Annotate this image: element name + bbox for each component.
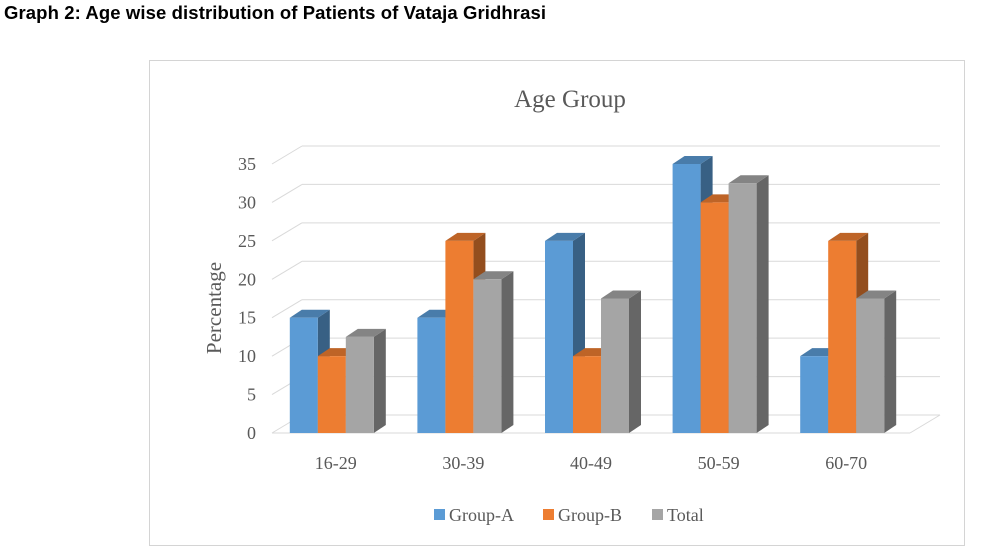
bar-top [601, 290, 641, 299]
bar-front [573, 356, 601, 433]
y-tick-label: 0 [247, 423, 256, 443]
bar [856, 290, 897, 433]
y-tick-label: 30 [238, 192, 256, 212]
bar-side [501, 271, 514, 433]
gridline-depth [271, 260, 303, 280]
y-axis-label: Percentage [202, 262, 226, 354]
bar-top [728, 175, 769, 184]
bar-front [672, 164, 701, 433]
page-heading: Graph 2: Age wise distribution of Patien… [4, 2, 547, 23]
x-tick-label: 60-70 [825, 453, 867, 473]
bar-side [884, 290, 897, 433]
legend-swatch [652, 509, 663, 520]
bar-top [828, 232, 869, 241]
bar-top [473, 271, 514, 280]
bar-side [629, 290, 641, 433]
legend-item: Group-A [434, 505, 514, 525]
bar-front [445, 240, 474, 433]
bar [601, 290, 641, 433]
legend: Group-A Group-B Total [434, 505, 704, 525]
y-tick-label: 10 [238, 346, 256, 366]
legend-label: Group-B [558, 505, 622, 525]
x-tick-label: 30-39 [442, 453, 484, 473]
bar-top [856, 290, 897, 299]
x-tick-labels: 16-29 30-39 40-49 50-59 60-70 [315, 453, 867, 473]
bar-front [856, 298, 885, 433]
legend-item: Total [652, 505, 704, 525]
chart-frame: Age Group Percentage 0 5 10 15 20 25 30 35 16-2… [149, 60, 965, 546]
legend-item: Group-B [543, 505, 622, 525]
chart-svg: Age Group Percentage 0 5 10 15 20 25 30 35 16-2… [202, 86, 941, 525]
y-tick-label: 25 [238, 231, 256, 251]
bar-front [601, 298, 629, 433]
x-tick-label: 50-59 [698, 453, 740, 473]
y-tick-label: 35 [238, 154, 256, 174]
bar-front [828, 240, 857, 433]
legend-label: Group-A [449, 505, 514, 525]
chart-title: Age Group [514, 86, 626, 113]
bar-top [445, 232, 486, 241]
y-tick-labels: 0 5 10 15 20 25 30 35 [238, 154, 256, 443]
x-tick-label: 16-29 [315, 453, 357, 473]
bar-side [373, 328, 386, 433]
gridline-depth [271, 222, 303, 242]
gridline-depth [271, 183, 303, 203]
bar [345, 328, 386, 433]
y-tick-label: 20 [238, 269, 256, 289]
bar-top [672, 156, 713, 164]
bar-front [545, 240, 573, 433]
legend-swatch [543, 509, 554, 520]
x-tick-label: 40-49 [570, 453, 612, 473]
bar-top [289, 309, 330, 318]
y-tick-label: 15 [238, 308, 256, 328]
y-tick-label: 5 [247, 385, 256, 405]
floor-edge [909, 414, 941, 434]
bar-front [417, 317, 446, 433]
legend-label: Total [667, 505, 704, 525]
bars [289, 156, 897, 433]
bar-front [473, 279, 502, 433]
bar-front [728, 183, 757, 433]
bar-front [289, 317, 318, 433]
gridline-depth [271, 299, 303, 319]
bar-top [545, 232, 585, 241]
bar-side [756, 175, 769, 433]
bar-front [800, 356, 829, 433]
bar-top [345, 328, 386, 337]
bar [728, 175, 769, 433]
bar-front [317, 356, 346, 433]
bar-front [700, 202, 729, 433]
bar-front [345, 336, 374, 433]
bar [473, 271, 514, 433]
gridline-depth [271, 145, 303, 165]
legend-swatch [434, 509, 445, 520]
